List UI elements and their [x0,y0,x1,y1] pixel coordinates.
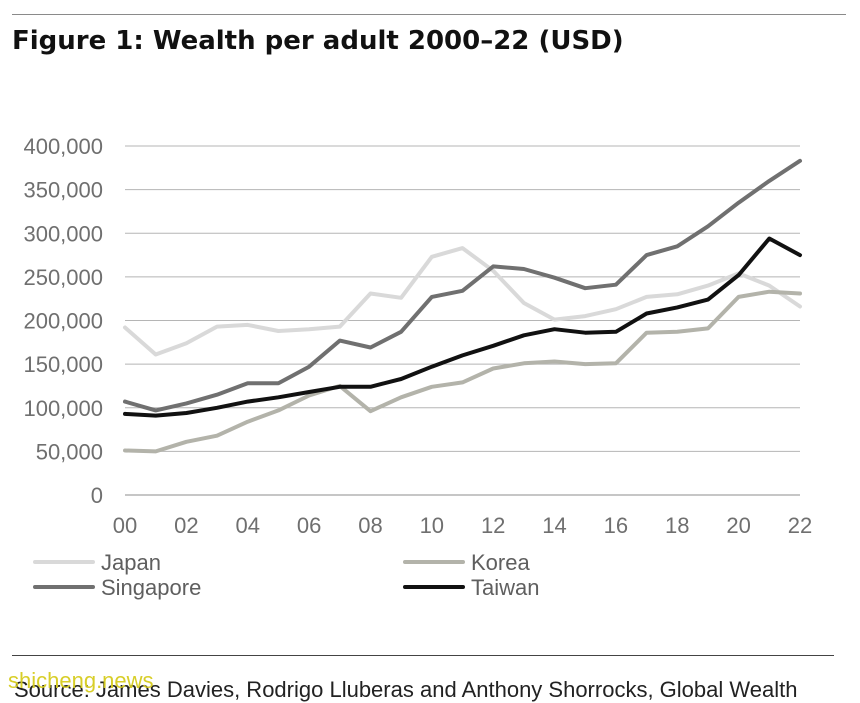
y-tick-label: 0 [91,483,103,508]
y-axis-tick-labels: 0 50,000 100,000 150,000 200,000 250,000 300,0… [23,134,103,508]
y-tick-label: 400,000 [23,134,103,159]
x-tick-label: 12 [481,513,505,538]
series-lines [123,158,802,454]
y-tick-label: 250,000 [23,265,103,290]
legend-item-singapore: Singapore [33,575,201,600]
bottom-rule [12,655,834,656]
legend-label: Singapore [101,575,201,600]
x-tick-label: 20 [726,513,750,538]
legend: Japan Korea Singapore Taiwan [33,550,539,600]
legend-item-japan: Japan [33,550,161,575]
x-tick-label: 10 [420,513,444,538]
series-line-japan [123,246,802,357]
x-tick-label: 18 [665,513,689,538]
y-tick-label: 100,000 [23,396,103,421]
y-tick-label: 50,000 [36,439,103,464]
x-tick-label: 08 [358,513,382,538]
x-tick-label: 00 [113,513,137,538]
y-tick-label: 200,000 [23,309,103,334]
source-note: Source: James Davies, Rodrigo Lluberas a… [14,677,798,702]
x-tick-label: 02 [174,513,198,538]
x-tick-label: 14 [542,513,566,538]
top-rule [12,14,846,15]
grid-lines [125,145,800,496]
x-tick-label: 16 [604,513,628,538]
figure-title: Figure 1: Wealth per adult 2000–22 (USD) [12,26,624,56]
legend-item-korea: Korea [403,550,530,575]
series-line-singapore [123,158,802,413]
y-tick-label: 300,000 [23,221,103,246]
legend-label: Taiwan [471,575,539,600]
x-tick-label: 04 [235,513,259,538]
watermark-text: shicheng.news [8,668,154,693]
legend-item-taiwan: Taiwan [403,575,539,600]
legend-label: Korea [471,550,530,575]
legend-label: Japan [101,550,161,575]
y-tick-label: 150,000 [23,352,103,377]
series-line-taiwan [123,236,802,418]
x-tick-label: 22 [788,513,812,538]
x-axis-tick-labels: 00 02 04 06 08 10 12 14 16 18 20 22 [113,513,812,538]
series-line-korea [123,289,802,454]
y-tick-label: 350,000 [23,178,103,203]
x-tick-label: 06 [297,513,321,538]
line-chart: 0 50,000 100,000 150,000 200,000 250,000 300,0… [23,134,812,600]
